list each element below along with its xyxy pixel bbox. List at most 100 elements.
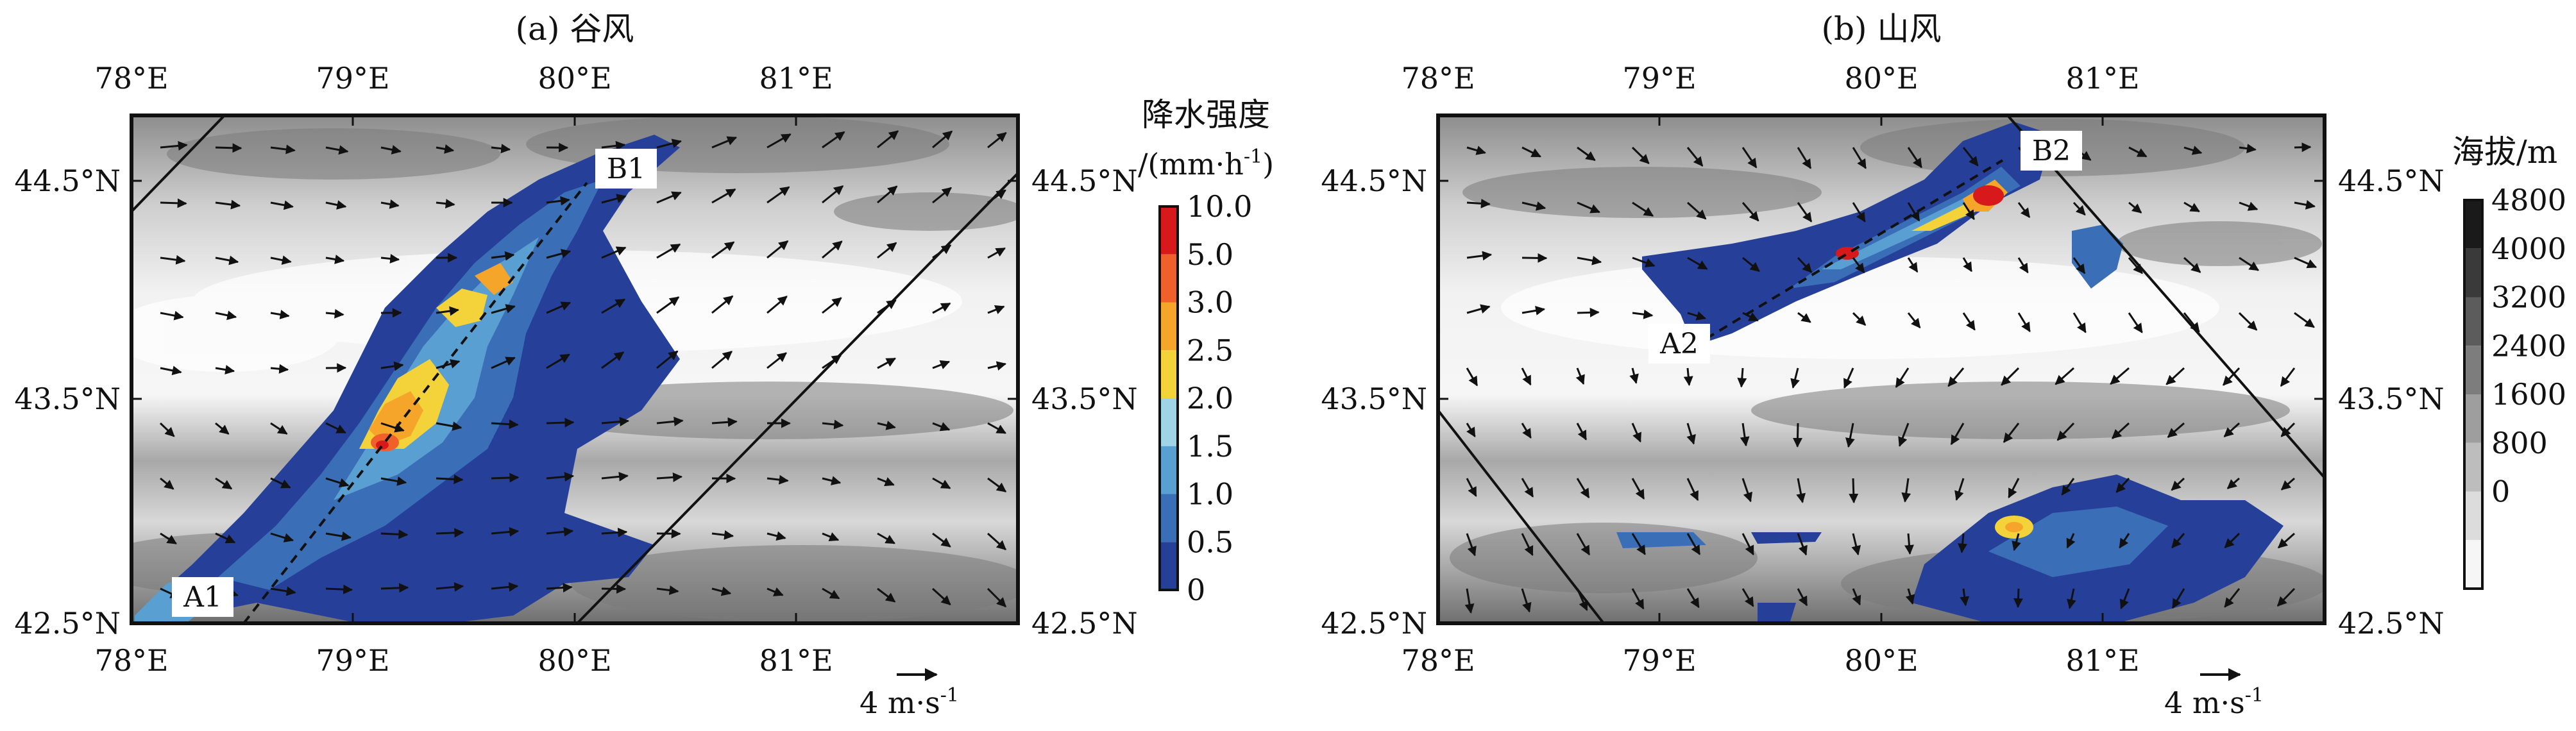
wind-vector — [436, 532, 463, 534]
point-label-a2: A2 — [1648, 324, 1710, 364]
wind-vector — [326, 589, 352, 590]
point-label-a1: A1 — [172, 577, 233, 617]
elevation-colorbar-swatch — [2464, 298, 2482, 346]
wind-vector — [381, 587, 408, 589]
svg-text:44.5°N: 44.5°N — [1321, 164, 1427, 198]
precip-colorbar-swatch — [1160, 206, 1178, 255]
elevation-colorbar-tick: 0 — [2491, 475, 2510, 509]
elevation-colorbar-swatch — [2464, 200, 2482, 249]
svg-text:42.5°N: 42.5°N — [2338, 606, 2445, 641]
wind-vector — [381, 534, 407, 535]
wind-scale-b: 4 m·s-1 — [2164, 675, 2264, 720]
svg-text:79°E: 79°E — [1622, 61, 1696, 96]
elevation-colorbar-tick: 2400 — [2491, 328, 2566, 363]
precip-colorbar-swatch — [1160, 494, 1178, 542]
elevation-colorbar: 海拔/m 4800 4000 3200 2400 1600 800 0 — [2452, 133, 2566, 589]
elevation-colorbar-tick: 4000 — [2491, 231, 2566, 266]
wind-vector — [2018, 589, 2019, 607]
svg-text:80°E: 80°E — [1844, 61, 1918, 96]
svg-text:80°E: 80°E — [1844, 643, 1918, 678]
panel-a-title: (a) 谷风 — [516, 10, 634, 47]
precip-colorbar-tick: 1.5 — [1187, 429, 1233, 464]
svg-text:A2: A2 — [1659, 328, 1699, 360]
precip-colorbar: 降水强度 /(mm·h-1) 10.05.03.02.52.01.51.00.5… — [1138, 96, 1274, 607]
svg-text:A1: A1 — [183, 581, 222, 614]
wind-vector — [216, 147, 241, 148]
svg-text:42.5°N: 42.5°N — [1321, 606, 1427, 641]
svg-text:43.5°N: 43.5°N — [1031, 382, 1138, 416]
panel-b-title: (b) 山风 — [1822, 10, 1942, 47]
svg-text:B1: B1 — [607, 153, 645, 185]
svg-text:79°E: 79°E — [316, 643, 389, 678]
precip-colorbar-title: 降水强度 — [1142, 96, 1270, 133]
y-axis-right: 42.5°N 43.5°N 44.5°N — [1008, 164, 1138, 641]
wind-scale-a: 4 m·s-1 — [860, 675, 959, 720]
elevation-colorbar-swatch — [2464, 492, 2482, 541]
precip-colorbar-tick: 1.0 — [1187, 477, 1233, 512]
svg-text:4 m·s-1: 4 m·s-1 — [860, 684, 959, 720]
svg-text:44.5°N: 44.5°N — [14, 164, 121, 198]
precip-colorbar-tick: 3.0 — [1187, 285, 1233, 320]
precip-colorbar-tick: 10.0 — [1187, 189, 1252, 224]
wind-vector — [1797, 423, 1798, 447]
elevation-colorbar-swatch — [2464, 394, 2482, 443]
svg-text:79°E: 79°E — [316, 61, 389, 96]
panel-b: (b) 山风 — [1321, 10, 2444, 720]
svg-text:81°E: 81°E — [2065, 643, 2139, 678]
precip-colorbar-ticks: 10.05.03.02.52.01.51.00.50 — [1187, 189, 1252, 607]
elevation-colorbar-ticks: 4800 4000 3200 2400 1600 800 0 — [2491, 183, 2566, 509]
svg-text:80°E: 80°E — [538, 643, 611, 678]
precip-colorbar-unit: /(mm·h-1) — [1138, 146, 1274, 181]
svg-text:81°E: 81°E — [759, 643, 833, 678]
point-label-b1: B1 — [595, 149, 657, 189]
precip-colorbar-swatch — [1160, 542, 1178, 590]
precip-colorbar-swatch — [1160, 255, 1178, 303]
elevation-colorbar-tick: 1600 — [2491, 377, 2566, 412]
panel-a: (a) 谷风 — [14, 10, 1137, 720]
svg-text:79°E: 79°E — [1622, 643, 1696, 678]
svg-text:43.5°N: 43.5°N — [2338, 382, 2445, 416]
svg-text:43.5°N: 43.5°N — [14, 382, 121, 416]
y-axis-right: 42.5°N 43.5°N 44.5°N — [2314, 164, 2445, 641]
precip-colorbar-swatch — [1160, 446, 1178, 494]
precip-colorbar-swatch — [1160, 303, 1178, 351]
wind-vector — [1577, 312, 1598, 313]
svg-text:78°E: 78°E — [1401, 643, 1475, 678]
panel-a-map — [90, 115, 1033, 623]
svg-text:43.5°N: 43.5°N — [1321, 382, 1427, 416]
elevation-colorbar-tick: 800 — [2491, 426, 2548, 460]
elevation-colorbar-swatch — [2464, 540, 2482, 589]
precip-colorbar-swatch — [1160, 350, 1178, 398]
svg-text:42.5°N: 42.5°N — [1031, 606, 1138, 641]
precip-colorbar-tick: 5.0 — [1187, 237, 1233, 272]
precip-colorbar-tick: 0.5 — [1187, 525, 1233, 559]
svg-text:42.5°N: 42.5°N — [14, 606, 121, 641]
svg-text:B2: B2 — [2032, 135, 2071, 167]
elevation-colorbar-swatch — [2464, 443, 2482, 492]
elevation-colorbar-swatches — [2464, 200, 2482, 589]
precip-colorbar-swatches — [1160, 206, 1178, 590]
point-label-b2: B2 — [2021, 131, 2082, 171]
elevation-colorbar-title: 海拔/m — [2452, 133, 2557, 171]
wind-vector — [491, 477, 518, 478]
elevation-colorbar-tick: 3200 — [2491, 280, 2566, 315]
svg-text:78°E: 78°E — [1401, 61, 1475, 96]
svg-text:81°E: 81°E — [2065, 61, 2139, 96]
elevation-colorbar-swatch — [2464, 346, 2482, 394]
svg-text:80°E: 80°E — [538, 61, 611, 96]
svg-text:78°E: 78°E — [94, 643, 168, 678]
svg-text:44.5°N: 44.5°N — [1031, 164, 1138, 198]
elevation-colorbar-tick: 4800 — [2491, 183, 2566, 217]
precip-colorbar-tick: 2.0 — [1187, 381, 1233, 416]
elevation-colorbar-swatch — [2464, 249, 2482, 298]
svg-text:4 m·s-1: 4 m·s-1 — [2164, 684, 2264, 720]
y-axis-left: 42.5°N 43.5°N 44.5°N — [1321, 164, 1448, 641]
precip-colorbar-tick: 0 — [1187, 573, 1205, 607]
svg-text:78°E: 78°E — [94, 61, 168, 96]
precip-colorbar-swatch — [1160, 398, 1178, 446]
svg-text:44.5°N: 44.5°N — [2338, 164, 2445, 198]
wind-vector — [1853, 478, 1854, 502]
panel-b-map — [1438, 115, 2328, 623]
y-axis-left: 42.5°N 43.5°N 44.5°N — [14, 164, 142, 641]
